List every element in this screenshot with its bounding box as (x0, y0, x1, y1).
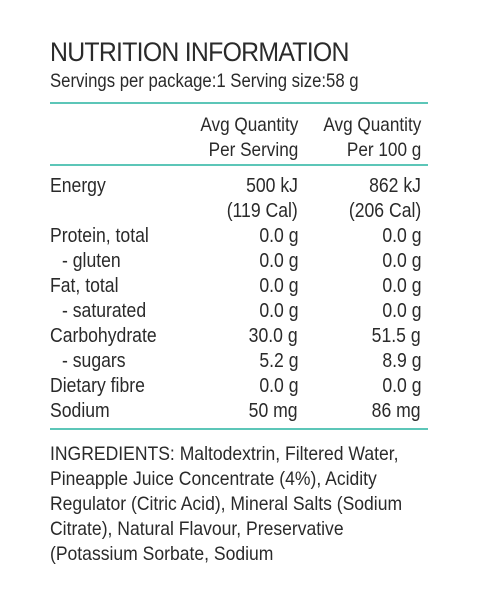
per-serving-value: (119 Cal) (226, 200, 298, 222)
table-row: Sodium 50 mg 86 mg (50, 399, 428, 424)
panel-title: NUTRITION INFORMATION (50, 37, 349, 67)
nutrient-name: Dietary fibre (50, 375, 145, 397)
header-divider (50, 164, 428, 166)
per-serving-value: 50 mg (249, 400, 298, 422)
table-row: Dietary fibre 0.0 g 0.0 g (50, 374, 428, 399)
per-serving-value: 0.0 g (258, 225, 298, 247)
table-row: - gluten 0.0 g 0.0 g (50, 249, 428, 274)
table-row: Protein, total 0.0 g 0.0 g (50, 224, 428, 249)
per-100g-value: 86 mg (372, 400, 421, 422)
per-100g-header-line2: Per 100 g (346, 139, 421, 161)
per-serving-header: Avg Quantity Per Serving (200, 113, 298, 163)
nutrition-panel: NUTRITION INFORMATION Servings per packa… (50, 36, 428, 567)
table-row: - sugars 5.2 g 8.9 g (50, 349, 428, 374)
column-headers: Avg Quantity Per Serving Avg Quantity Pe… (50, 104, 428, 164)
per-serving-value: 30.0 g (249, 325, 298, 347)
per-100g-header: Avg Quantity Per 100 g (323, 113, 421, 163)
per-100g-value: 0.0 g (381, 275, 421, 297)
nutrient-name: - gluten (62, 250, 121, 272)
nutrient-name: - saturated (62, 300, 147, 322)
per-100g-value: 0.0 g (381, 375, 421, 397)
table-row: - saturated 0.0 g 0.0 g (50, 299, 428, 324)
nutrient-name: - sugars (62, 350, 126, 372)
per-100g-value: 0.0 g (381, 300, 421, 322)
per-100g-value: (206 Cal) (348, 200, 421, 222)
per-serving-value: 0.0 g (258, 300, 298, 322)
per-100g-value: 8.9 g (381, 350, 421, 372)
nutrient-name: Protein, total (50, 225, 149, 247)
per-serving-header-line1: Avg Quantity (200, 114, 298, 136)
servings-line: Servings per package:1 Serving size:58 g (50, 71, 359, 92)
nutrient-name: Carbohydrate (50, 325, 157, 347)
per-100g-value: 0.0 g (381, 225, 421, 247)
nutrient-table: Energy 500 kJ 862 kJ (119 Cal) (206 Cal)… (50, 166, 428, 428)
bottom-divider (50, 428, 428, 430)
table-row: Energy 500 kJ 862 kJ (50, 174, 428, 199)
nutrient-name: Fat, total (50, 275, 119, 297)
ingredients-text: INGREDIENTS: Maltodextrin, Filtered Wate… (50, 443, 403, 565)
per-serving-value: 5.2 g (258, 350, 298, 372)
nutrient-name: Sodium (50, 400, 110, 422)
per-serving-value: 0.0 g (258, 375, 298, 397)
table-row: (119 Cal) (206 Cal) (50, 199, 428, 224)
per-serving-value: 500 kJ (246, 175, 298, 197)
per-serving-value: 0.0 g (258, 275, 298, 297)
per-100g-value: 51.5 g (372, 325, 421, 347)
per-100g-header-line1: Avg Quantity (323, 114, 421, 136)
table-row: Carbohydrate 30.0 g 51.5 g (50, 324, 428, 349)
per-100g-value: 0.0 g (381, 250, 421, 272)
top-divider (50, 102, 428, 104)
per-100g-value: 862 kJ (369, 175, 421, 197)
nutrient-name: Energy (50, 175, 106, 197)
table-row: Fat, total 0.0 g 0.0 g (50, 274, 428, 299)
per-serving-header-line2: Per Serving (208, 139, 298, 161)
per-serving-value: 0.0 g (258, 250, 298, 272)
